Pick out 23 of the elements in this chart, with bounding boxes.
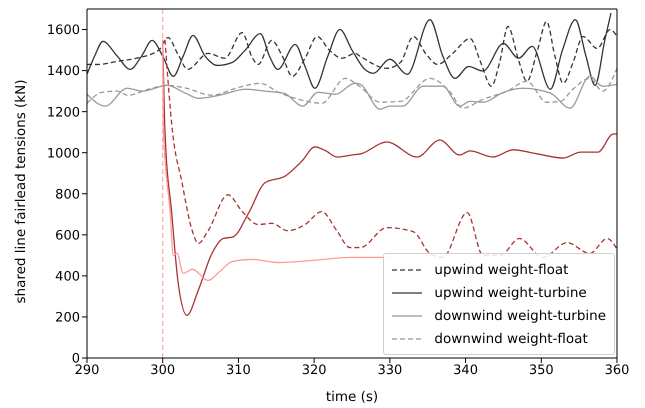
x-axis-title: time (s) — [326, 389, 378, 405]
legend-label: downwind weight-float — [434, 330, 588, 346]
y-axis-title: shared line fairlead tensions (kN) — [12, 80, 29, 304]
x-tick-label: 360 — [604, 363, 630, 378]
legend-label: upwind weight-turbine — [434, 284, 587, 300]
x-tick-label: 310 — [226, 363, 251, 378]
legend-label: upwind weight-float — [434, 262, 568, 278]
x-tick-label: 340 — [453, 363, 478, 378]
y-tick-label: 1600 — [46, 23, 80, 38]
y-tick-label: 1400 — [46, 64, 80, 80]
y-tick-label: 800 — [55, 187, 80, 202]
x-tick-label: 350 — [528, 363, 554, 378]
y-tick-label: 600 — [55, 228, 80, 244]
x-tick-label: 330 — [377, 363, 402, 378]
y-tick-label: 1200 — [46, 105, 80, 120]
y-tick-label: 1000 — [46, 146, 80, 162]
x-tick-label: 290 — [74, 363, 100, 378]
x-tick-label: 300 — [150, 363, 176, 378]
y-tick-label: 400 — [55, 269, 80, 284]
x-tick-label: 320 — [302, 363, 327, 378]
y-tick-label: 200 — [55, 310, 80, 326]
line-series — [87, 68, 617, 109]
legend-label: downwind weight-turbine — [434, 308, 606, 324]
